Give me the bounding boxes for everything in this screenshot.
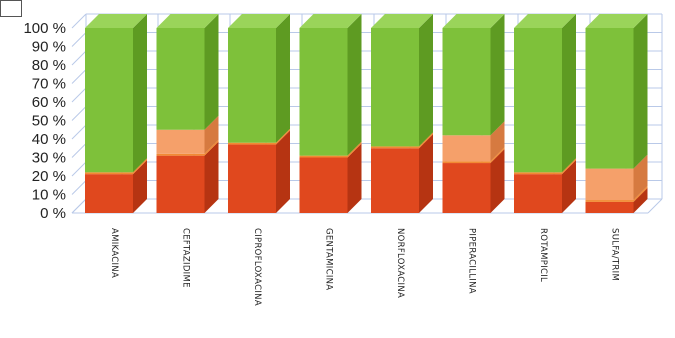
- bar-segment: [585, 168, 634, 201]
- bar-segment-side: [419, 132, 433, 149]
- category-label: NORFLOXACINA: [395, 228, 405, 298]
- bar-segment-side: [490, 14, 505, 136]
- y-tick-label: 60 %: [32, 94, 66, 111]
- bar-segment-side: [562, 158, 576, 175]
- bar-segment: [228, 144, 276, 213]
- category-label: PIPERACILLINA: [467, 228, 477, 294]
- bar-top: [371, 14, 433, 28]
- bar-segment: [299, 28, 348, 156]
- bar-segment-side: [204, 139, 219, 156]
- bar-segment: [156, 155, 205, 213]
- category-label: CEFTAZIDIME: [181, 228, 191, 288]
- bar-segment-side: [633, 186, 648, 202]
- wall-tick: [71, 32, 87, 47]
- wall-tick: [71, 198, 87, 214]
- bar-segment-side: [276, 128, 290, 145]
- wall-tick: [71, 87, 87, 103]
- wall-tick: [71, 106, 87, 121]
- bar-segment-side: [633, 154, 648, 201]
- category-label: GENTAMICINA: [324, 228, 334, 290]
- wall-tick: [71, 180, 87, 195]
- y-tick-label: 50 %: [32, 113, 66, 130]
- category-label: ROTAMPICIL: [538, 228, 548, 282]
- bar-segment-side: [347, 14, 362, 156]
- bar-top: [514, 14, 576, 28]
- bar-top: [299, 14, 362, 28]
- bar-segment: [442, 135, 491, 162]
- bar-segment: [585, 200, 634, 202]
- bar-segment: [371, 146, 419, 149]
- y-tick-label: 80 %: [32, 57, 66, 74]
- bar-segment: [585, 201, 634, 213]
- category-label: AMIKACINA: [109, 228, 119, 278]
- bar-segment: [299, 157, 348, 213]
- bar-segment-side: [204, 141, 219, 213]
- category-label: CIPROFLOXACINA: [252, 228, 262, 306]
- bar-segment: [442, 28, 491, 136]
- bar-top: [585, 14, 648, 28]
- y-tick-label: 30 %: [32, 150, 66, 167]
- y-tick-label: 100 %: [23, 20, 66, 37]
- bar-segment: [228, 28, 276, 143]
- bar-top: [85, 14, 147, 28]
- bar-segment: [442, 163, 491, 213]
- bar-segment-side: [562, 14, 576, 173]
- bar-segment: [85, 172, 133, 175]
- bar-segment-side: [490, 149, 505, 213]
- bar-segment: [299, 155, 348, 158]
- bar-segment-side: [133, 158, 147, 175]
- bar-segment: [514, 174, 562, 213]
- bar-segment-side: [419, 134, 433, 213]
- y-tick-label: 20 %: [32, 168, 66, 185]
- bar-segment: [371, 148, 419, 213]
- bar-segment: [585, 28, 634, 169]
- bar-segment: [442, 161, 491, 164]
- bar-segment: [514, 28, 562, 173]
- bar-segment: [85, 174, 133, 213]
- category-label: SULFA/TRIM: [610, 228, 620, 281]
- wall-tick: [71, 161, 87, 177]
- bar-segment-side: [347, 143, 362, 213]
- bar-segment: [85, 28, 133, 173]
- bar-segment: [156, 129, 205, 154]
- y-tick-label: 40 %: [32, 131, 66, 148]
- wall-tick: [71, 13, 87, 29]
- bar-segment-side: [490, 147, 505, 164]
- bar-segment-side: [490, 121, 505, 162]
- wall-tick: [71, 69, 87, 84]
- bar-segment: [156, 28, 205, 130]
- wall-tick: [71, 143, 87, 158]
- bar-segment: [156, 153, 205, 156]
- bar-segment-side: [562, 160, 576, 213]
- y-tick-label: 0 %: [40, 205, 66, 222]
- bar-top: [442, 14, 505, 28]
- floor-edge: [647, 198, 663, 214]
- corner-box: [0, 0, 22, 17]
- bar-segment-side: [133, 160, 147, 213]
- bar-segment: [514, 172, 562, 175]
- y-tick-label: 10 %: [32, 187, 66, 204]
- wall-tick: [71, 50, 87, 66]
- bar-segment-side: [276, 130, 290, 213]
- bar-segment: [371, 28, 419, 147]
- bar-segment-side: [204, 115, 219, 154]
- bar-segment-side: [276, 14, 290, 143]
- bar-segment-side: [633, 14, 648, 169]
- bar-segment-side: [347, 141, 362, 158]
- bar-segment-side: [633, 187, 648, 213]
- bar-top: [228, 14, 290, 28]
- bar-segment-side: [133, 14, 147, 173]
- wall-tick: [71, 124, 87, 140]
- y-tick-label: 70 %: [32, 76, 66, 93]
- bar-segment-side: [204, 14, 219, 130]
- bar-segment-side: [419, 14, 433, 147]
- y-tick-label: 90 %: [32, 39, 66, 56]
- bar-segment: [228, 142, 276, 145]
- bar-top: [156, 14, 219, 28]
